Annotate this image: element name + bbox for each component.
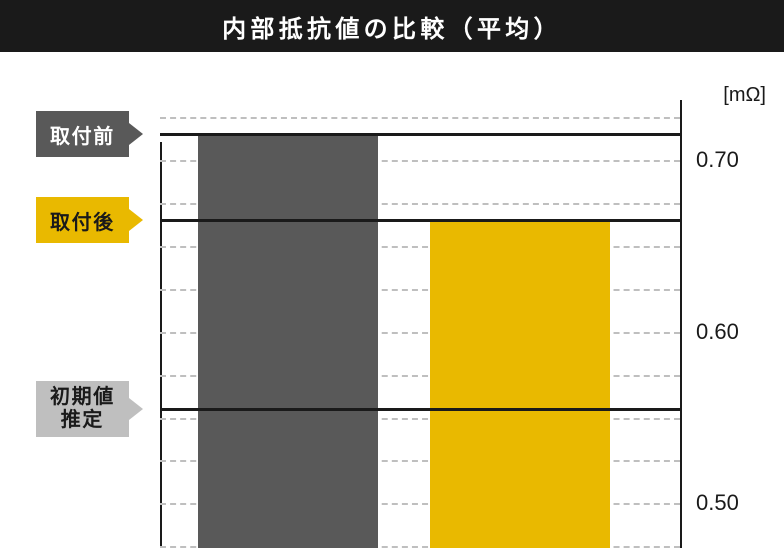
- ref-line-after: [160, 219, 680, 222]
- flag-label: 初期値 推定: [36, 381, 129, 437]
- y-tick-label: 0.60: [696, 319, 739, 345]
- chart-root: 内部抵抗値の比較（平均） [mΩ] 0.50 0.60 0.70 取付前取付後初期値 …: [0, 0, 784, 548]
- flag-label: 取付前: [36, 111, 129, 157]
- flag-pointer-icon: [129, 123, 143, 145]
- chart-title: 内部抵抗値の比較（平均）: [222, 9, 562, 44]
- flag-before: 取付前: [36, 111, 143, 157]
- flag-label: 取付後: [36, 197, 129, 243]
- ref-line-initial: [160, 408, 680, 411]
- y-tick-label: 0.70: [696, 147, 739, 173]
- ref-line-before: [160, 133, 680, 136]
- y-tick-label: 0.50: [696, 490, 739, 516]
- bar-before: [198, 134, 378, 548]
- flag-pointer-icon: [129, 209, 143, 231]
- chart-area: [mΩ] 0.50 0.60 0.70 取付前取付後初期値 推定: [0, 52, 784, 548]
- y-unit-label: [mΩ]: [723, 84, 766, 107]
- flag-initial: 初期値 推定: [36, 381, 143, 437]
- y-axis-right: [680, 100, 682, 548]
- gridline: [160, 117, 680, 119]
- flag-pointer-icon: [129, 398, 143, 420]
- flag-after: 取付後: [36, 197, 143, 243]
- bar-after: [430, 220, 610, 548]
- title-bar: 内部抵抗値の比較（平均）: [0, 0, 784, 52]
